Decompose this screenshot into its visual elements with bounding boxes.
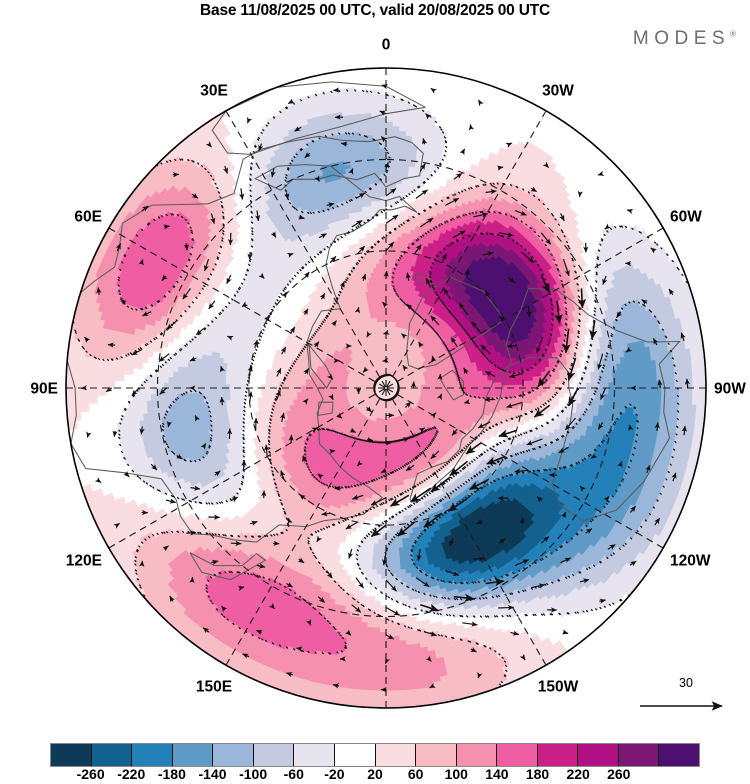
colorbar-swatch (173, 744, 214, 766)
page-title: Base 11/08/2025 00 UTC, valid 20/08/2025… (0, 2, 750, 20)
colorbar-swatch (457, 744, 498, 766)
colorbar-swatch (659, 744, 699, 766)
wind-vector (627, 210, 630, 211)
colorbar-swatch (294, 744, 335, 766)
wind-vector (498, 607, 514, 608)
wind-vector (464, 402, 467, 403)
reference-arrow-icon (636, 694, 736, 720)
colorbar-tick-label: 60 (408, 766, 424, 782)
wind-vector (332, 379, 333, 380)
colorbar-swatch (497, 744, 538, 766)
colorbar-tick-label: -20 (324, 766, 344, 782)
graticule-label: 60E (74, 209, 102, 226)
wind-vector (507, 346, 516, 347)
wind-vector (473, 559, 484, 560)
wind-vector (479, 100, 480, 101)
graticule-label: 60W (670, 209, 702, 226)
colorbar-tick-label: 260 (607, 766, 630, 782)
wind-vector (242, 306, 244, 307)
graticule-label: 120W (670, 553, 711, 570)
wind-vector (582, 288, 583, 308)
wind-vector (164, 226, 170, 227)
polar-map[interactable]: 180150W120W90W60W30W030E60E90E120E150E (0, 24, 750, 724)
wind-vector (357, 465, 358, 466)
colorbar-swatch (213, 744, 254, 766)
graticule-label: 120E (66, 553, 102, 570)
wind-vector (385, 662, 386, 663)
wind-vector (384, 333, 387, 334)
colorbar-swatch (254, 744, 295, 766)
wind-vector (291, 435, 292, 443)
map-canvas[interactable]: 180150W120W90W60W30W030E60E90E120E150E (0, 24, 750, 724)
colorbar-tick-label: 100 (445, 766, 468, 782)
colorbar-tick-label: 180 (526, 766, 549, 782)
wind-vector (383, 361, 386, 362)
colorbar-swatch (376, 744, 417, 766)
wind-vector (297, 648, 302, 649)
colorbar-swatch (416, 744, 457, 766)
wind-vector (386, 271, 387, 278)
wind-vector (687, 379, 688, 388)
wind-vector (629, 425, 630, 427)
wind-vector (358, 307, 359, 310)
reference-vector: 30 (636, 676, 736, 720)
wind-vector (511, 143, 512, 144)
wind-vector (274, 608, 275, 609)
reference-vector-label: 30 (636, 676, 736, 690)
colorbar-tick-label: -100 (239, 766, 267, 782)
wind-vector (241, 587, 244, 588)
colorbar-tick-label: -140 (198, 766, 226, 782)
colorbar-tick-label: 220 (566, 766, 589, 782)
graticule-label: 150E (196, 678, 232, 695)
graticule-label: 90W (714, 381, 746, 398)
colorbar-ticks: -260 -220 -180 -140 -100 -60 -20 20 60 100 140 180 2… (50, 766, 700, 784)
wind-vector (142, 561, 143, 565)
wind-vector (87, 435, 88, 437)
wind-vector (186, 243, 187, 250)
wind-vector (114, 431, 115, 437)
colorbar-swatch (335, 744, 376, 766)
graticule-label: 30W (542, 83, 574, 100)
colorbar-swatch (619, 744, 660, 766)
map-contents (48, 68, 706, 708)
colorbar-tick-label: -220 (117, 766, 145, 782)
colorbar-tick-label: -260 (77, 766, 105, 782)
wind-vector (250, 252, 251, 259)
wind-vector (222, 397, 223, 405)
wind-vector (227, 336, 229, 337)
colorbar-tick-label: -180 (158, 766, 186, 782)
colorbar-swatch (578, 744, 619, 766)
colorbar-swatch (92, 744, 133, 766)
wind-vector (264, 278, 265, 279)
graticule-label: 150W (538, 678, 579, 695)
wind-vector (341, 143, 347, 144)
wind-vector (244, 460, 245, 470)
wind-vector (256, 418, 257, 430)
graticule-label: 0 (382, 37, 391, 54)
colorbar-tick-label: -60 (284, 766, 304, 782)
colorbar-tick-label: 140 (485, 766, 508, 782)
colorbar-swatch (51, 744, 92, 766)
colorbar-tick-label: 20 (367, 766, 383, 782)
wind-vector (470, 125, 471, 128)
graticule-label: 30E (200, 83, 228, 100)
colorbar (50, 743, 700, 767)
colorbar-swatch (132, 744, 173, 766)
colorbar-swatch (538, 744, 579, 766)
graticule-label: 90E (30, 381, 58, 398)
wind-vector (108, 345, 115, 346)
